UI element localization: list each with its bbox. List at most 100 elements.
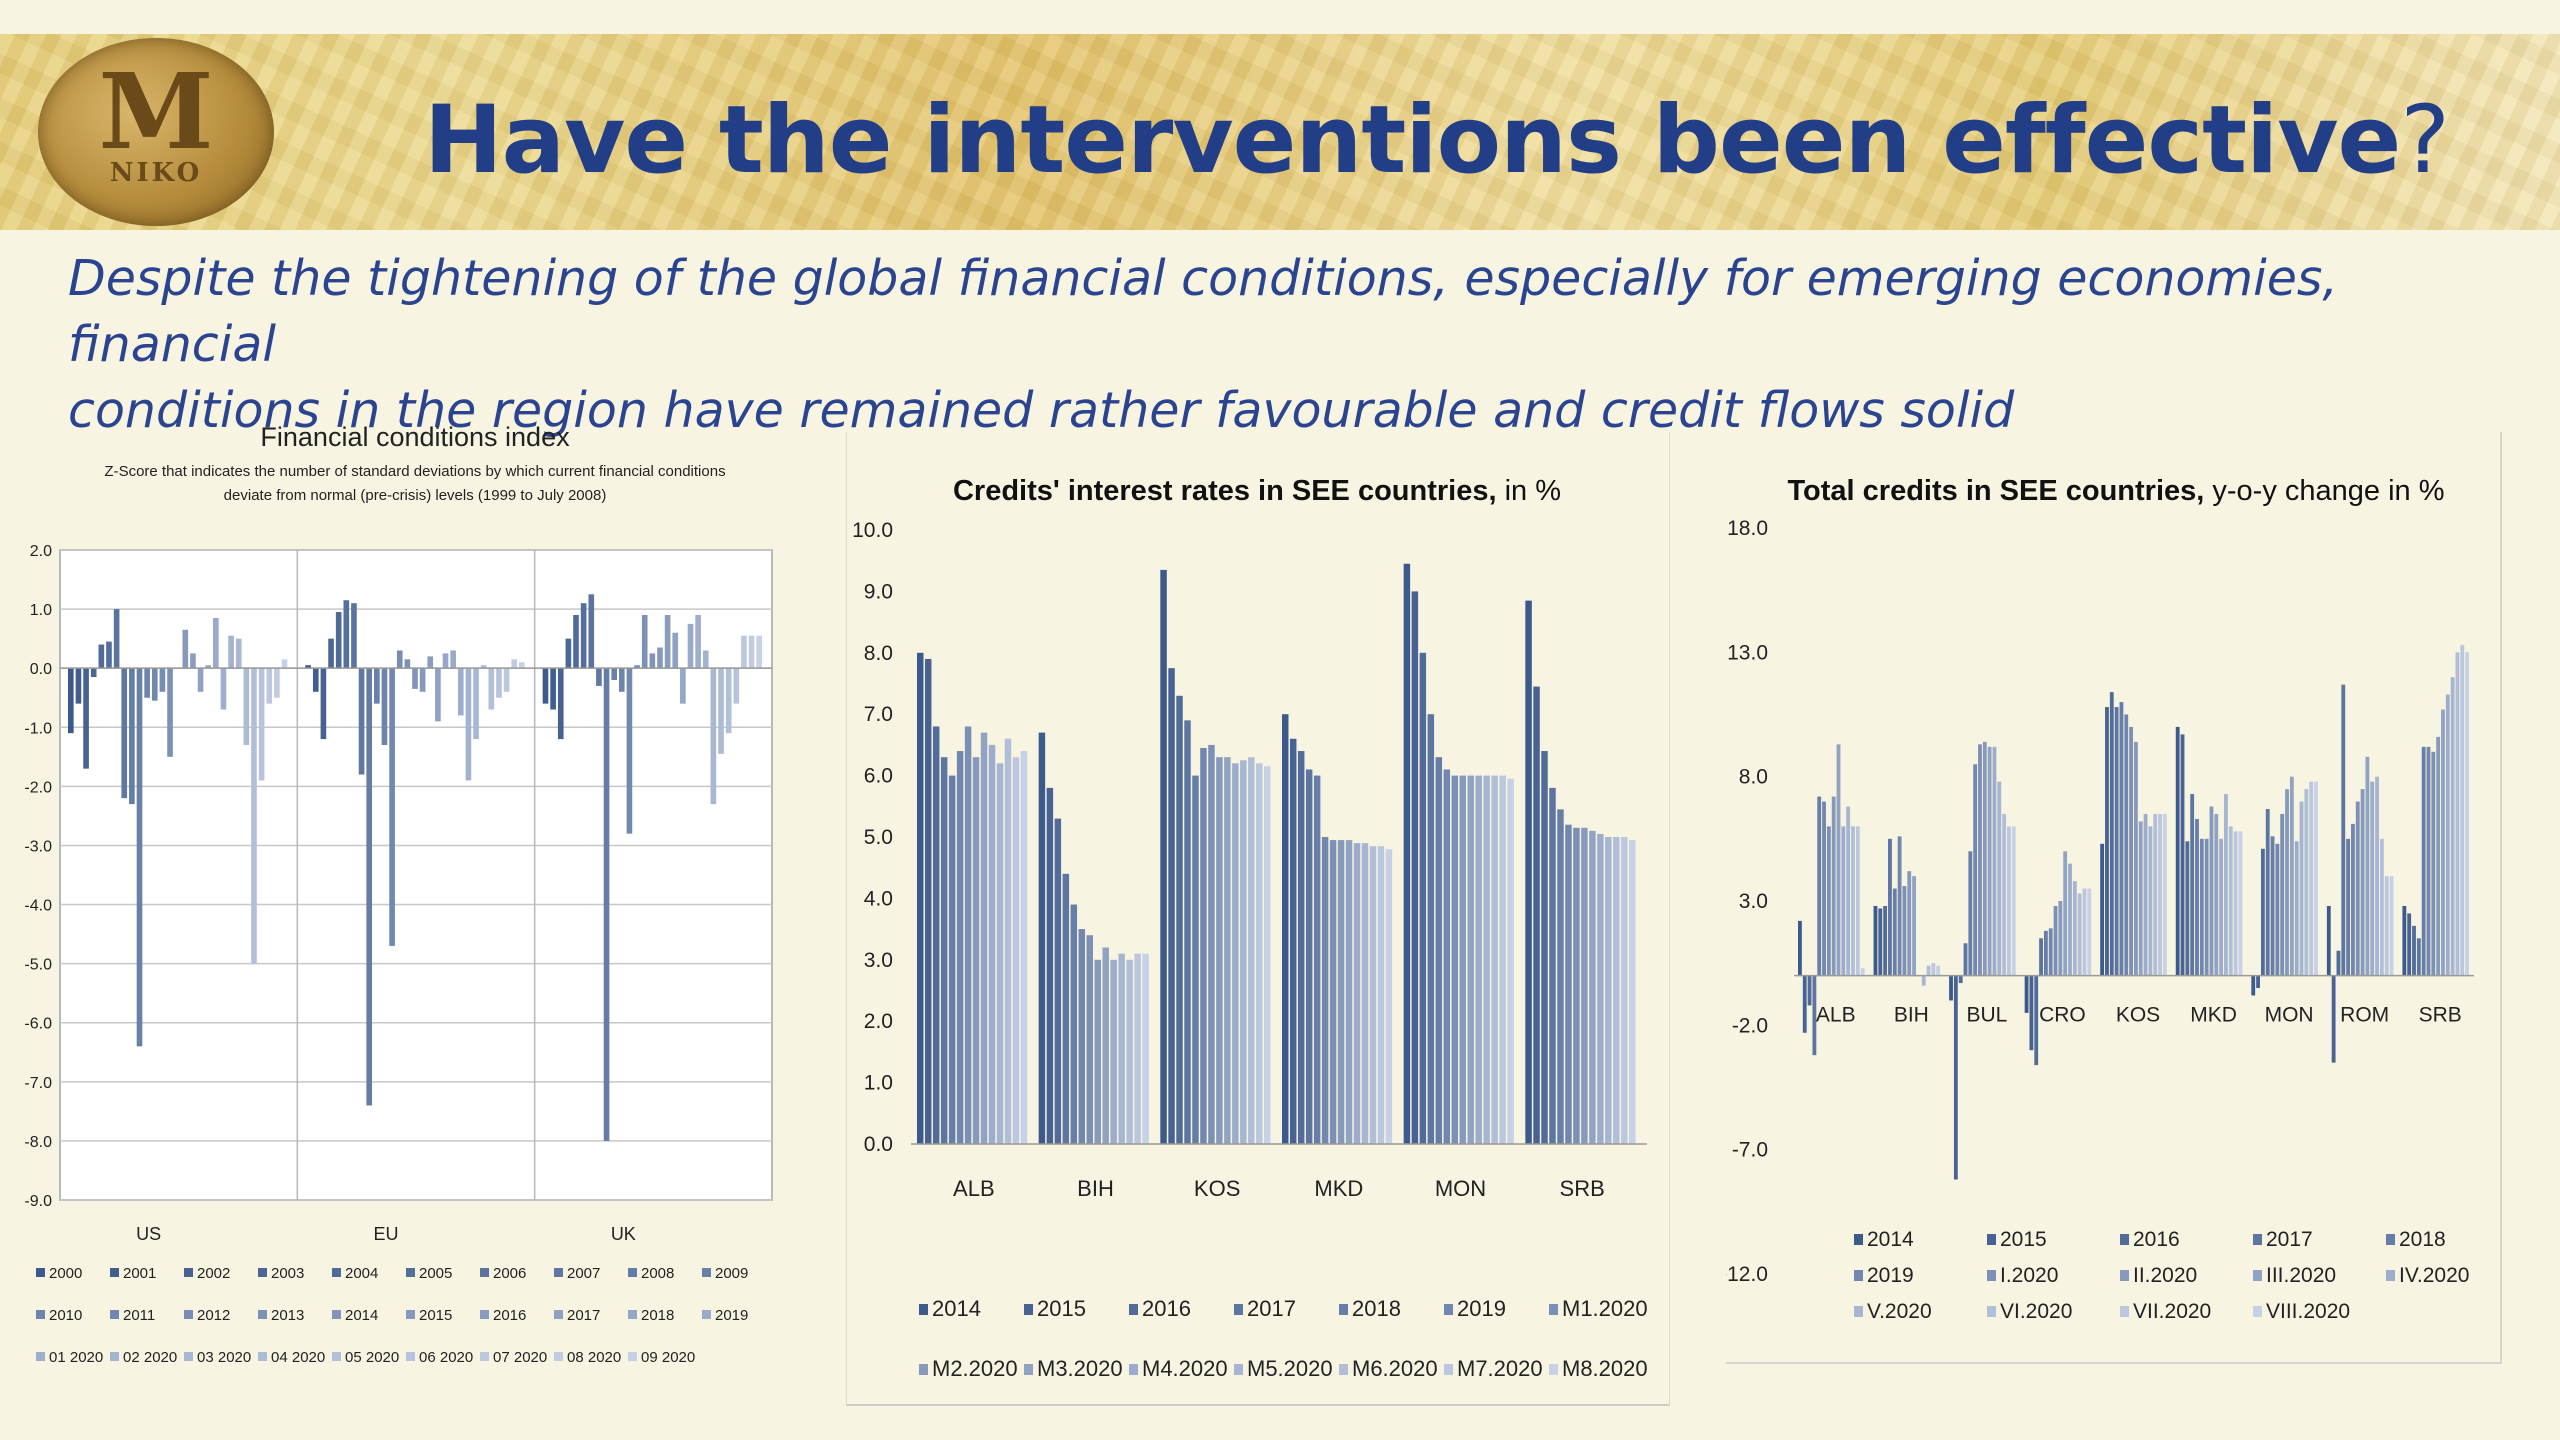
legend-swatch	[1129, 1364, 1138, 1375]
bar	[1232, 763, 1239, 1144]
bar	[1118, 953, 1125, 1144]
bar	[1264, 766, 1271, 1144]
y-tick-label: 6.0	[864, 765, 893, 788]
bar	[251, 668, 257, 964]
bar	[1589, 830, 1596, 1144]
bar	[1459, 775, 1466, 1144]
bar	[996, 763, 1004, 1144]
bar	[2063, 851, 2068, 976]
bar	[404, 659, 411, 669]
legend-label: 2015	[1037, 1296, 1086, 1321]
total-credits-chart: Total credits in SEE countries, y-o-y ch…	[1720, 475, 2474, 1323]
bar	[2465, 652, 2469, 976]
bar	[1208, 744, 1215, 1144]
bar	[503, 668, 510, 692]
bar	[2087, 888, 2092, 976]
bar	[2134, 741, 2138, 976]
bar	[1817, 796, 1822, 976]
bar	[2148, 826, 2153, 976]
coin-monogram: M	[98, 50, 214, 173]
y-tick-label: 10.0	[852, 519, 893, 542]
y-tick-label: 0.0	[30, 661, 52, 678]
legend-label: 2014	[345, 1307, 378, 1324]
x-category-label: ROM	[2340, 1004, 2389, 1027]
legend-swatch	[702, 1268, 711, 1277]
bar	[988, 744, 996, 1144]
bar	[1403, 563, 1411, 1144]
x-category-label: BIH	[1077, 1176, 1114, 1201]
legend-swatch	[480, 1310, 489, 1319]
bar	[672, 632, 679, 669]
bar	[266, 668, 273, 704]
y-tick-label: -2.0	[1732, 1014, 1768, 1037]
bar	[2455, 652, 2460, 976]
bar	[2294, 841, 2299, 976]
legend-swatch	[1339, 1364, 1348, 1375]
y-tick-label: 3.0	[1739, 890, 1768, 913]
bar	[2199, 838, 2204, 976]
legend-swatch	[2386, 1234, 2395, 1245]
bar	[1282, 714, 1289, 1144]
bar	[151, 668, 158, 701]
bar	[1892, 888, 1897, 976]
y-tick-label: -3.0	[24, 838, 52, 855]
bar	[611, 668, 617, 680]
bar	[741, 635, 747, 669]
bar	[2331, 975, 2336, 1063]
bar	[2314, 781, 2318, 976]
y-tick-label: 0.0	[864, 1133, 893, 1156]
legend-swatch	[1854, 1306, 1863, 1317]
bar	[2412, 925, 2416, 976]
bar	[1086, 935, 1093, 1144]
bar	[427, 656, 434, 669]
bar	[2158, 813, 2162, 976]
bar	[2100, 843, 2105, 976]
bar	[190, 653, 196, 669]
bar	[1902, 886, 1907, 976]
legend-label: 2007	[567, 1265, 600, 1282]
bar	[2233, 831, 2238, 976]
legend-swatch	[184, 1268, 193, 1277]
bar	[2375, 776, 2379, 976]
bar	[618, 668, 625, 692]
bar	[1541, 751, 1548, 1144]
legend-swatch	[2253, 1270, 2262, 1281]
bar	[634, 665, 640, 669]
x-category-label: SRB	[1560, 1176, 1605, 1201]
legend-label: IV.2020	[2399, 1264, 2469, 1287]
bar	[657, 647, 663, 669]
y-tick-label: -4.0	[24, 898, 52, 915]
bar	[1855, 826, 1860, 976]
y-tick-label: 8.0	[864, 642, 893, 665]
y-tick-label: 18.0	[1727, 517, 1768, 540]
bar	[2214, 813, 2219, 976]
legend-swatch	[332, 1352, 341, 1361]
legend-swatch	[628, 1352, 637, 1361]
bar	[1078, 929, 1086, 1144]
bar	[2082, 888, 2087, 976]
bar	[2365, 756, 2370, 976]
bar	[75, 668, 82, 704]
bar	[2450, 677, 2455, 976]
bar	[2351, 823, 2355, 976]
legend-label: 2016	[2133, 1228, 2180, 1251]
bar	[1963, 943, 1968, 976]
bar	[2002, 813, 2007, 976]
bar	[1507, 778, 1514, 1144]
bar	[2280, 813, 2285, 976]
bar	[2175, 726, 2180, 976]
legend-swatch	[554, 1310, 563, 1319]
legend-label: I.2020	[2000, 1264, 2058, 1287]
legend-swatch	[332, 1268, 341, 1277]
bar	[2143, 813, 2148, 976]
legend-label: 2010	[49, 1307, 82, 1324]
bar	[1411, 591, 1419, 1144]
bar	[626, 668, 633, 834]
bar	[573, 615, 579, 669]
legend-swatch	[36, 1352, 45, 1361]
bar	[274, 668, 280, 698]
legend-swatch	[2386, 1270, 2395, 1281]
legend-swatch	[406, 1352, 415, 1361]
bar	[1305, 769, 1313, 1144]
bar	[565, 638, 572, 669]
